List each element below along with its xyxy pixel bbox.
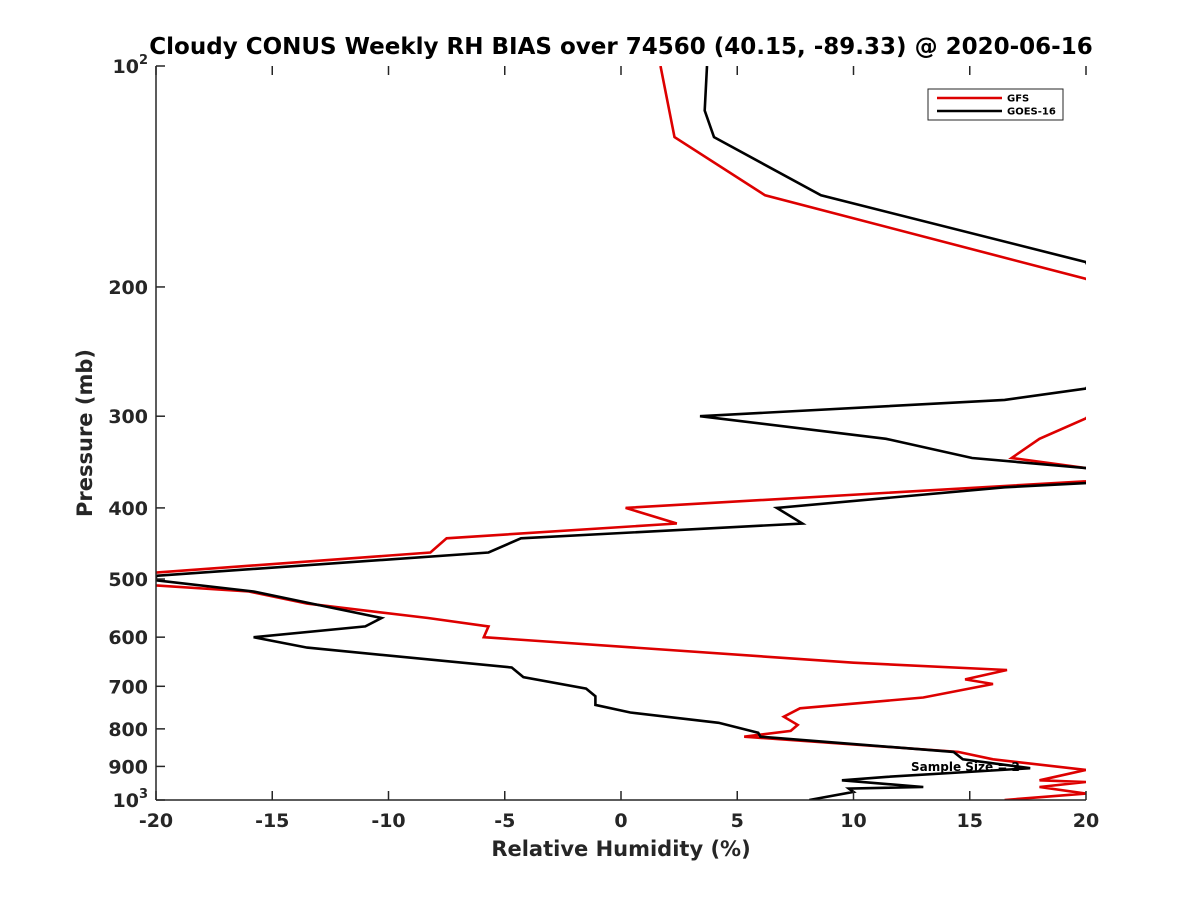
series-layer [156,66,1086,800]
y-axis-label: Pressure (mb) [73,349,97,517]
x-tick-label: 0 [614,810,627,832]
chart-title: Cloudy CONUS Weekly RH BIAS over 74560 (… [149,34,1092,60]
y-tick-label: 200 [108,277,148,299]
x-ticks: -20 -15 -10 -5 0 5 10 15 20 [139,66,1099,832]
series-line-goes-16 [156,66,1086,800]
y-tick-label: 800 [108,719,148,741]
x-tick-label: 5 [731,810,744,832]
y-tick-label: 300 [108,406,148,428]
legend-label: GFS [1007,94,1029,105]
y-tick-label: 102 [113,53,149,78]
x-axis-label: Relative Humidity (%) [491,837,750,861]
x-tick-label: -10 [371,810,405,832]
x-tick-label: -5 [494,810,515,832]
plot-area [156,66,1086,800]
y-ticks: 102 200 300 400 500 600 700 800 900 103 [108,53,165,812]
x-tick-label: 20 [1073,810,1099,832]
series-line-gfs [156,66,1086,800]
y-tick-label: 103 [113,787,149,812]
y-tick-label: 700 [108,676,148,698]
sample-size-annotation: Sample Size = 2 [911,760,1020,774]
legend: GFS GOES-16 [927,88,1064,121]
legend-label: GOES-16 [1007,107,1056,118]
y-tick-label: 400 [108,498,148,520]
y-tick-label: 600 [108,627,148,649]
x-tick-label: -20 [139,810,173,832]
x-tick-label: -15 [255,810,289,832]
y-tick-label: 500 [108,569,148,591]
y-tick-label: 900 [108,756,148,778]
x-tick-label: 15 [957,810,983,832]
legend-box [927,88,1064,121]
x-tick-label: 10 [840,810,866,832]
